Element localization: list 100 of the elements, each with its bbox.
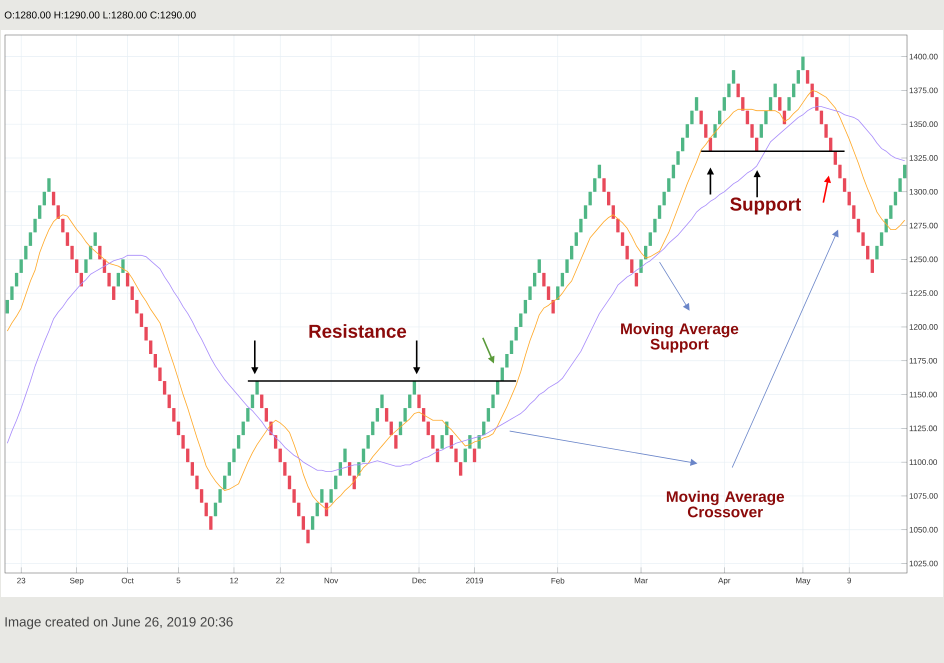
candlestick [190,462,194,476]
candlestick [570,246,574,260]
y-tick-label: 1050.00 [910,526,938,533]
y-tick-label: 1325.00 [910,155,938,161]
x-tick-label: Sep [70,578,84,585]
candlestick [625,246,629,260]
y-tick-label: 1275.00 [910,222,938,228]
candlestick [792,83,796,98]
candlestick [542,272,546,287]
annotation: Moving Average Support [621,322,738,353]
candlestick [440,434,444,449]
candlestick [334,475,338,490]
candlestick [870,259,874,274]
candlestick [329,488,333,503]
candlestick [200,488,204,503]
candlestick [718,110,722,124]
candlestick [903,164,906,179]
candlestick [889,205,892,220]
candlestick [42,192,46,206]
candlestick [866,246,870,260]
candlestick [538,259,541,274]
candlestick [384,408,388,422]
candlestick [186,448,190,462]
x-tick-label: Oct [122,578,134,584]
candlestick [598,164,602,179]
candlestick [653,218,657,233]
candlestick [260,394,264,408]
y-tick-label: 1375.00 [910,88,938,94]
candlestick [532,272,536,287]
candlestick [486,408,490,422]
candlestick [38,205,42,220]
candlestick [579,218,583,233]
candlestick [778,96,782,111]
candlestick [588,192,592,206]
candlestick [505,354,509,368]
x-tick-label: 5 [176,578,180,584]
x-tick-label: Nov [324,578,338,584]
candlestick [94,232,97,246]
x-tick-label: 23 [17,578,26,584]
y-tick-label: 1225.00 [910,290,938,296]
y-tick-label: 1100.00 [910,459,938,465]
candlestick [149,340,152,354]
y-tick-label: 1250.00 [910,256,938,262]
candlestick [278,448,282,462]
candlestick [172,408,176,422]
candlestick [168,394,171,408]
candlestick [236,434,240,449]
candlestick [648,232,652,246]
y-tick-label: 1075.00 [910,493,938,499]
candlestick [283,462,287,476]
candlestick [426,421,430,436]
candlestick [574,232,578,246]
y-tick-label: 1200.00 [910,324,938,330]
x-tick-label: Apr [718,578,730,585]
candlestick [394,434,398,449]
chart-title: O:1280.00 H:1290.00 L:1280.00 C:1290.00 [4,11,196,19]
candlestick [519,313,522,328]
candlestick [366,434,370,449]
y-tick-label: 1300.00 [910,188,938,195]
candlestick [75,259,78,274]
candlestick [297,502,300,516]
candlestick [130,286,134,300]
candlestick [458,462,462,476]
annotation: Resistance [309,324,406,338]
candlestick [852,205,856,220]
candlestick [371,421,374,436]
annotation: Support [730,198,802,214]
candlestick [24,246,28,260]
x-tick-label: Mar [634,578,648,584]
candlestick [218,488,222,503]
candlestick [144,326,148,340]
candlestick [634,272,638,287]
candlestick [376,408,380,422]
text: Image created on June 26, 2019 20:36 [6,616,233,630]
candlestick [162,380,166,395]
candlestick [760,124,763,138]
candlestick [61,218,64,233]
candlestick [464,448,467,462]
x-tick-label: Feb [552,578,564,584]
candlestick [302,516,306,530]
candlestick [848,192,851,206]
y-tick-label: 1150.00 [910,392,938,398]
y-tick-label: 1025.00 [910,560,938,566]
candlestick [228,462,232,476]
y-tick-label: 1350.00 [910,121,938,128]
candlestick [774,83,777,98]
x-tick-label: 12 [230,578,238,584]
candlestick [20,259,23,274]
candlestick [264,408,268,422]
candlestick [320,488,324,503]
candlestick [514,326,518,340]
candlestick [116,272,120,287]
candlestick [736,83,740,98]
candlestick [310,516,314,530]
candlestick [662,192,666,206]
y-tick-label: 1400.00 [910,54,938,60]
candlestick [704,124,708,138]
candlestick [524,300,528,314]
candlestick [292,488,296,503]
candlestick [154,354,157,368]
